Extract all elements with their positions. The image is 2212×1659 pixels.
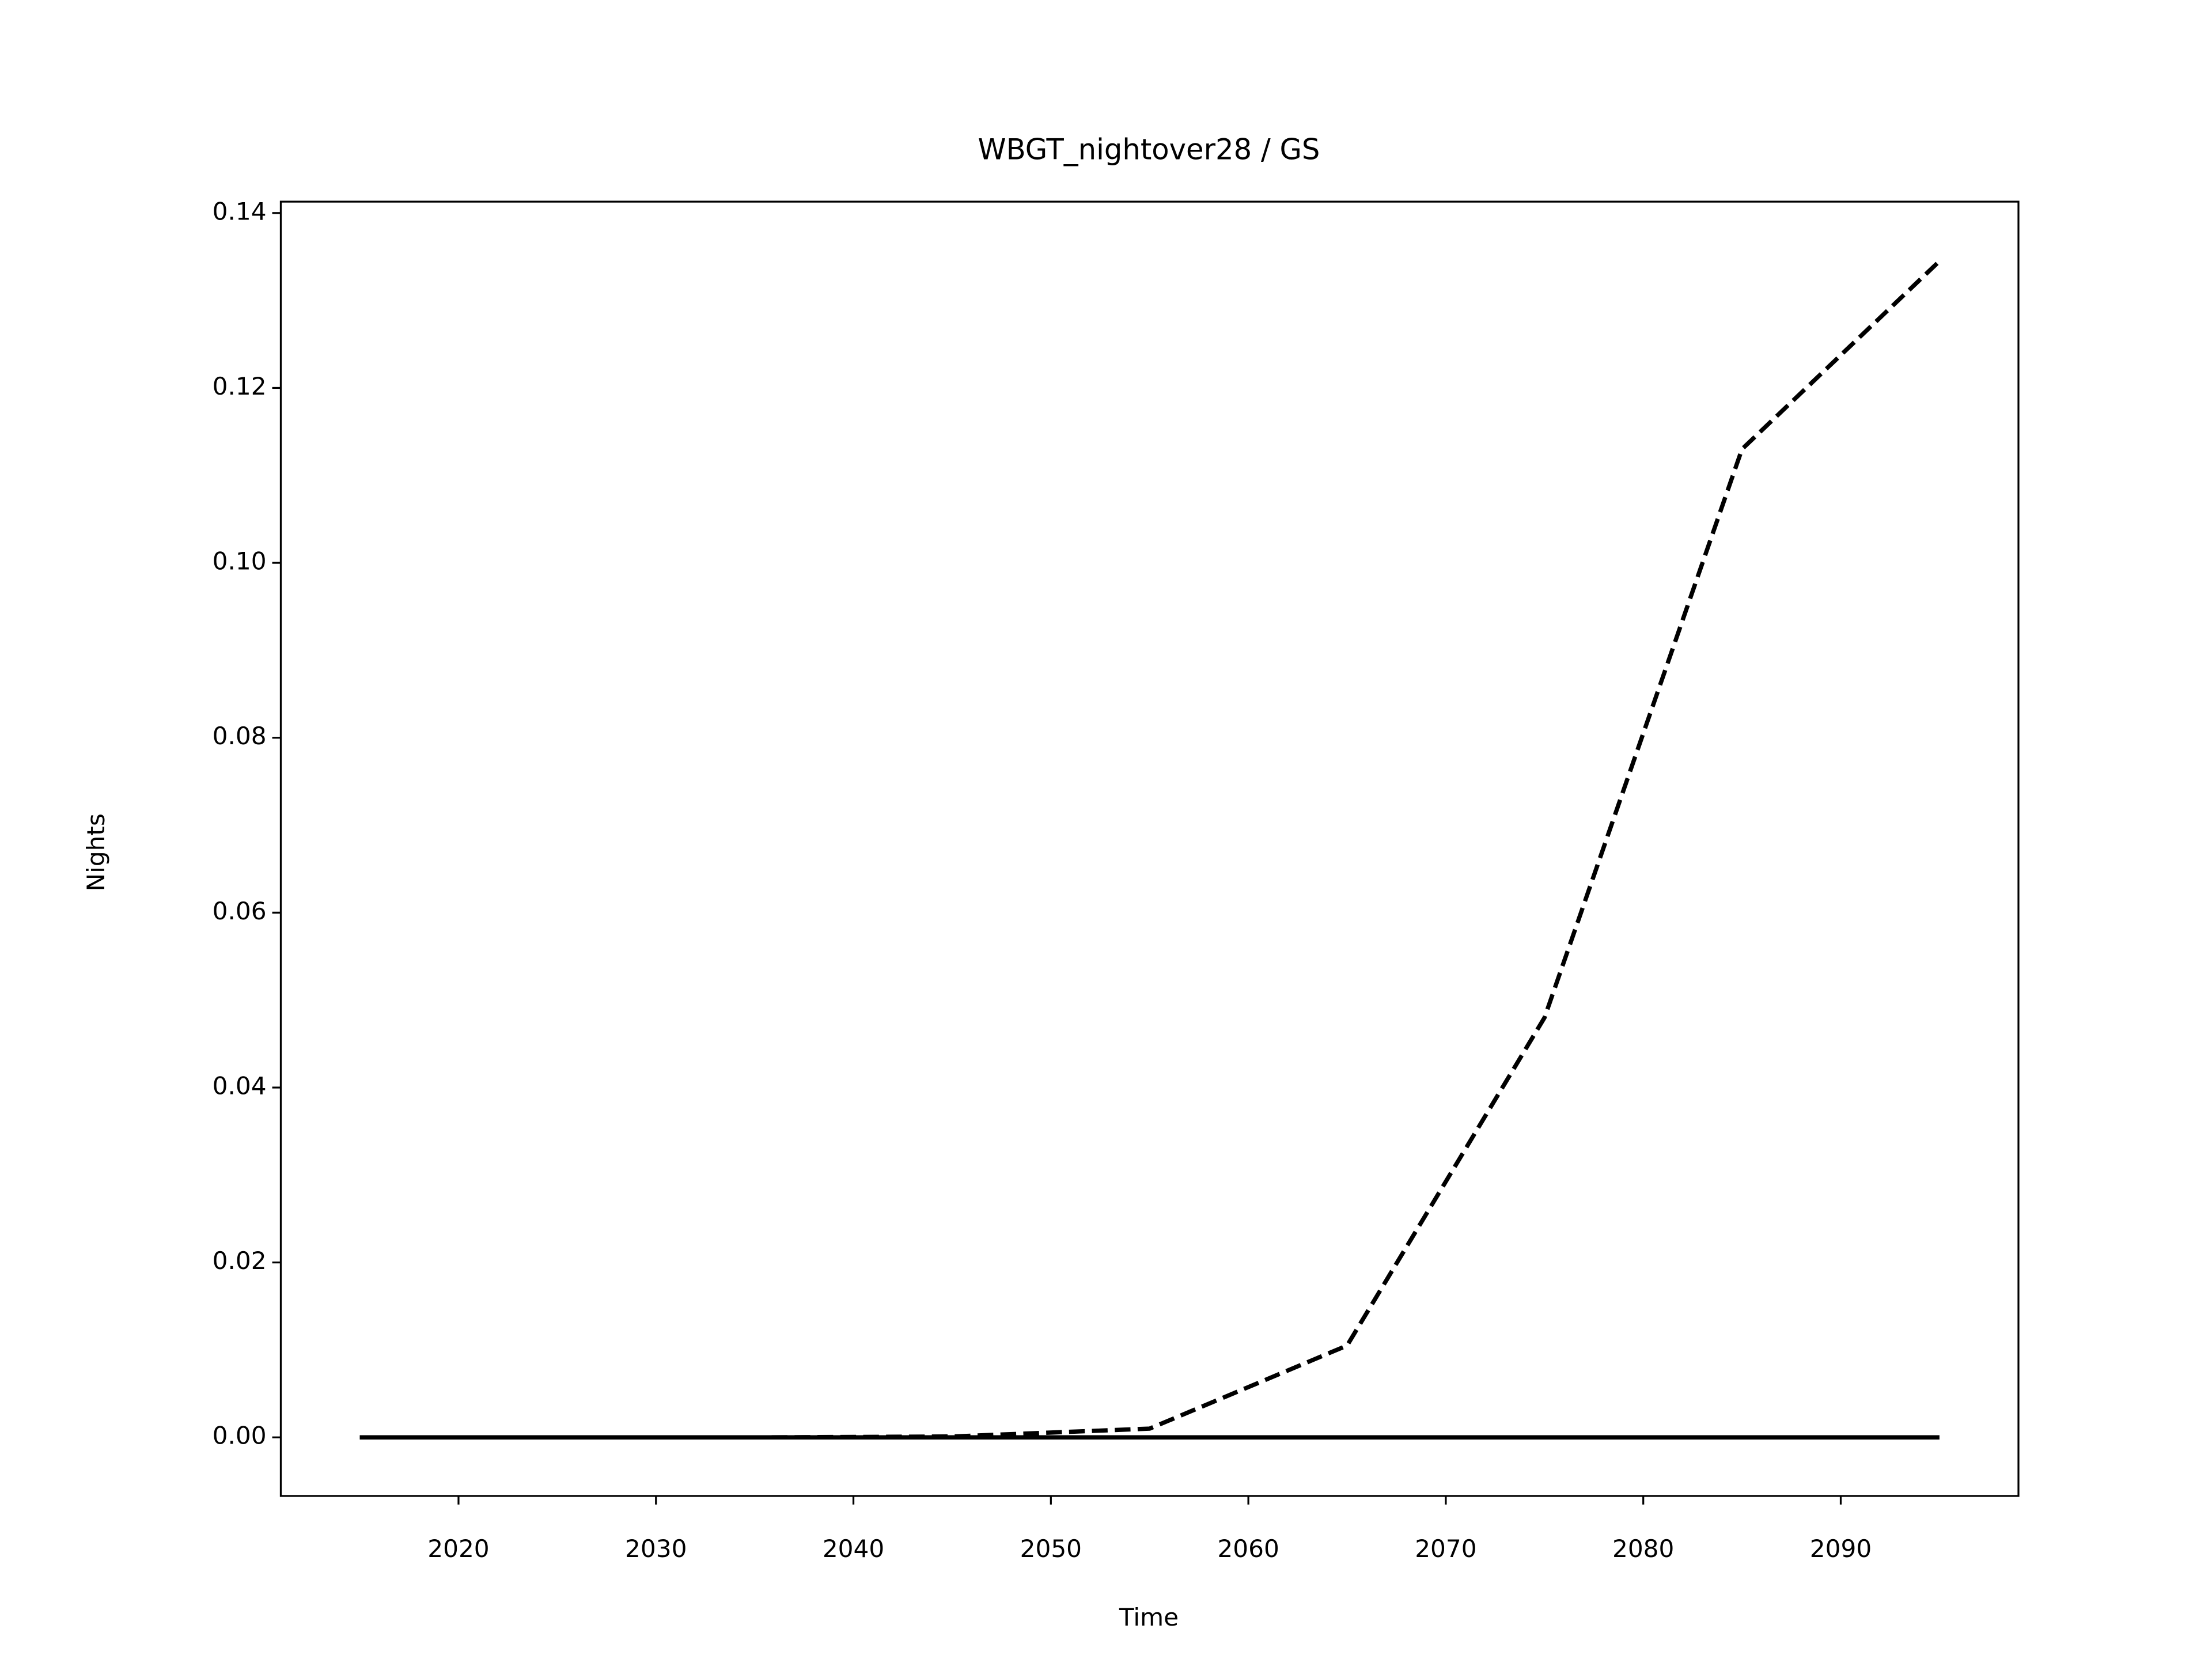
x-tick-label: 2060 bbox=[1217, 1535, 1279, 1563]
y-tick-label: 0.00 bbox=[213, 1422, 267, 1450]
x-tick-label: 2040 bbox=[823, 1535, 884, 1563]
y-tick-label: 0.12 bbox=[213, 372, 267, 400]
y-tick-label: 0.10 bbox=[213, 547, 267, 575]
x-tick-label: 2070 bbox=[1415, 1535, 1476, 1563]
x-tick-label: 2080 bbox=[1612, 1535, 1674, 1563]
y-tick-label: 0.02 bbox=[213, 1247, 267, 1275]
x-tick-label: 2020 bbox=[427, 1535, 489, 1563]
plot-frame bbox=[279, 200, 2020, 1497]
y-tick-label: 0.14 bbox=[213, 197, 267, 225]
x-tick-label: 2030 bbox=[625, 1535, 687, 1563]
y-tick-label: 0.06 bbox=[213, 897, 267, 925]
x-axis-label: Time bbox=[1119, 1603, 1179, 1631]
y-tick-label: 0.04 bbox=[213, 1071, 267, 1100]
y-axis-label: Nights bbox=[82, 813, 110, 891]
y-tick-label: 0.08 bbox=[213, 722, 267, 750]
x-tick-label: 2050 bbox=[1020, 1535, 1082, 1563]
x-tick-label: 2090 bbox=[1810, 1535, 1872, 1563]
chart-title: WBGT_nightover28 / GS bbox=[978, 133, 1320, 166]
